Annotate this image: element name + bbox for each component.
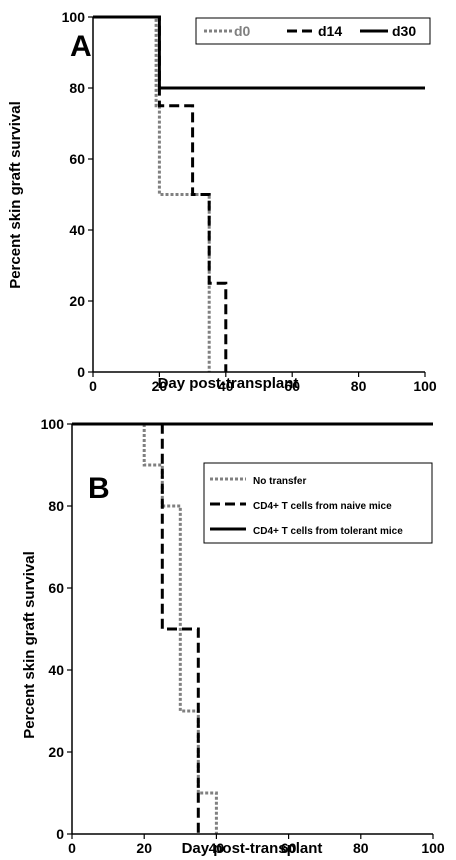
x-tick-label: 40 xyxy=(218,378,234,394)
y-axis-title: Percent skin graft survival xyxy=(21,551,38,739)
x-tick-label: 80 xyxy=(353,840,369,856)
panel-label: A xyxy=(70,30,92,63)
plot-area xyxy=(72,422,433,834)
chart-panel-b: B No transfer CD4+ T cells from naive mic… xyxy=(21,416,445,857)
y-tick-label: 60 xyxy=(48,580,64,596)
legend-label: CD4+ T cells from tolerant mice xyxy=(253,526,403,537)
y-tick-label: 60 xyxy=(69,151,85,167)
legend-label: d0 xyxy=(234,23,251,39)
y-tick-label: 80 xyxy=(48,498,64,514)
x-axis-title: Day post-transplant xyxy=(158,375,299,392)
y-tick-label: 0 xyxy=(77,364,85,380)
legend: No transfer CD4+ T cells from naive mice C… xyxy=(210,476,403,537)
x-tick-label: 20 xyxy=(136,840,152,856)
y-tick-label: 100 xyxy=(62,9,86,25)
y-axis-title: Percent skin graft survival xyxy=(7,101,24,289)
y-tick-label: 20 xyxy=(48,744,64,760)
legend-box xyxy=(195,17,431,45)
legend-label: d14 xyxy=(318,23,342,39)
y-tick-label: 80 xyxy=(69,80,85,96)
x-tick-label: 100 xyxy=(421,840,445,856)
legend: d0 d14 d30 xyxy=(204,23,416,39)
series-line xyxy=(142,424,218,834)
y-tick-label: 0 xyxy=(56,826,64,842)
legend-label: CD4+ T cells from naive mice xyxy=(253,501,392,512)
x-tick-label: 40 xyxy=(209,840,225,856)
axes: 0 20 40 60 80 100 0 20 40 60 80 100 xyxy=(41,416,445,856)
x-tick-label: 60 xyxy=(281,840,297,856)
series-line xyxy=(93,15,425,90)
x-tick-label: 60 xyxy=(284,378,300,394)
legend-label: d30 xyxy=(392,23,416,39)
x-tick-label: 0 xyxy=(89,378,97,394)
x-tick-label: 20 xyxy=(152,378,168,394)
x-tick-label: 0 xyxy=(68,840,76,856)
x-tick-label: 80 xyxy=(351,378,367,394)
y-tick-label: 40 xyxy=(48,662,64,678)
legend-label: No transfer xyxy=(253,476,306,487)
panel-label: B xyxy=(88,472,110,505)
chart-panel-a: A d0 d14 d30 0 20 40 60 80 100 0 20 40 60 80 100 Day … xyxy=(7,9,437,394)
plot-area xyxy=(93,15,425,372)
x-tick-label: 100 xyxy=(413,378,437,394)
x-axis-title: Day post-transplant xyxy=(182,840,323,857)
y-tick-label: 100 xyxy=(41,416,65,432)
y-tick-label: 40 xyxy=(69,222,85,238)
y-tick-label: 20 xyxy=(69,293,85,309)
axes: 0 20 40 60 80 100 0 20 40 60 80 100 xyxy=(62,9,437,394)
